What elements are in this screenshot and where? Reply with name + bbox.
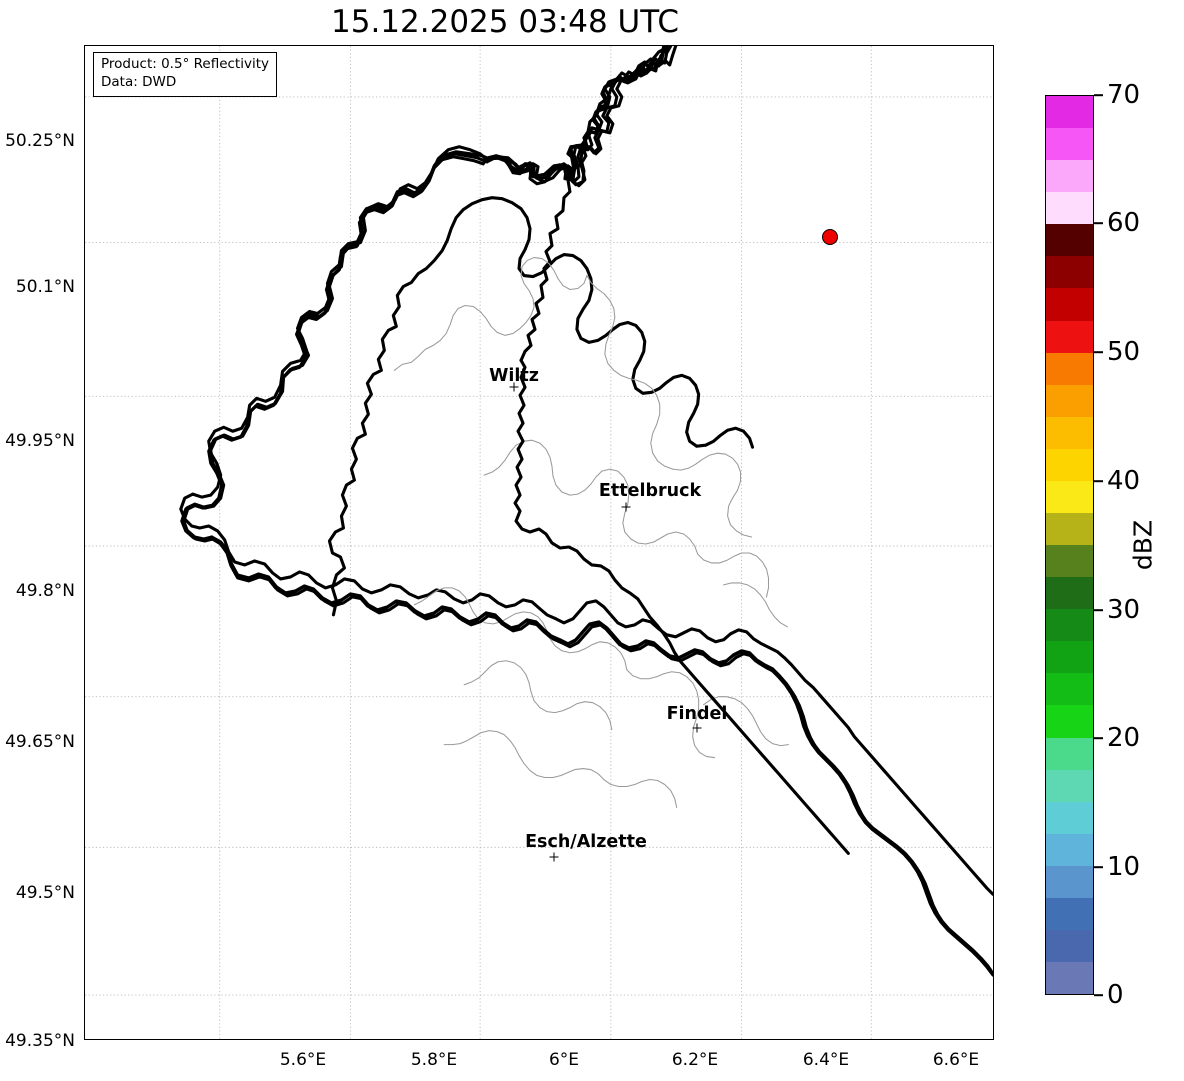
- radar-echo-0: [822, 229, 838, 245]
- colorbar-band-22: [1046, 801, 1093, 834]
- radar-map[interactable]: Product: 0.5° Reflectivity Data: DWD Wil…: [84, 45, 994, 1040]
- x-axis-tick-2: 6°E: [548, 1050, 580, 1070]
- colorbar-tick-label-7: 0: [1107, 980, 1124, 1010]
- colorbar-band-4: [1046, 224, 1093, 257]
- colorbar-tick-mark-3: [1094, 480, 1103, 482]
- city-label-wiltz: Wiltz: [489, 366, 539, 386]
- colorbar-band-8: [1046, 352, 1093, 385]
- colorbar-band-12: [1046, 480, 1093, 514]
- colorbar-tick-label-6: 10: [1107, 852, 1141, 882]
- colorbar-band-1: [1046, 128, 1093, 161]
- colorbar-band-6: [1046, 288, 1093, 321]
- luxembourg-polygon: [486, 46, 678, 187]
- colorbar-band-26: [1046, 930, 1093, 963]
- y-axis-tick-2: 49.95°N: [5, 431, 75, 451]
- map-true-geometry: [182, 46, 993, 976]
- colorbar-band-16: [1046, 609, 1093, 642]
- y-axis-tick-1: 50.1°N: [15, 277, 75, 297]
- city-marker-ettelbruck: [621, 502, 631, 512]
- colorbar-tick-mark-1: [1094, 222, 1103, 224]
- colorbar-band-17: [1046, 641, 1093, 674]
- city-marker-wiltz: [509, 382, 519, 392]
- colorbar-band-18: [1046, 673, 1093, 706]
- reflectivity-colorbar[interactable]: [1045, 95, 1094, 995]
- colorbar-band-13: [1046, 513, 1093, 546]
- admin-boundaries: [393, 257, 789, 808]
- colorbar-band-27: [1046, 962, 1093, 995]
- x-axis-tick-0: 5.6°E: [279, 1050, 327, 1070]
- y-axis-tick-4: 49.65°N: [5, 732, 75, 752]
- colorbar-band-7: [1046, 320, 1093, 353]
- info-data-line: Data: DWD: [101, 73, 177, 90]
- colorbar-band-21: [1046, 769, 1093, 802]
- x-axis-tick-5: 6.6°E: [932, 1050, 980, 1070]
- city-label-findel: Findel: [666, 704, 728, 724]
- page-title: 15.12.2025 03:48 UTC: [331, 4, 679, 40]
- german-border-se: [679, 651, 993, 976]
- colorbar-tick-mark-4: [1094, 609, 1103, 611]
- grid-horizontal: [85, 96, 993, 996]
- grid-vertical: [219, 46, 872, 1039]
- colorbar-tick-mark-0: [1094, 94, 1103, 96]
- colorbar-band-25: [1046, 897, 1093, 931]
- colorbar-band-23: [1046, 833, 1093, 866]
- colorbar-band-15: [1046, 577, 1093, 610]
- x-axis-tick-1: 5.8°E: [410, 1050, 458, 1070]
- y-axis-tick-6: 49.35°N: [5, 1031, 75, 1051]
- luxembourg-boundary-detail: [327, 196, 755, 617]
- colorbar-band-24: [1046, 865, 1093, 898]
- info-product-line: Product: 0.5° Reflectivity: [101, 56, 269, 72]
- colorbar-band-0: [1046, 96, 1093, 129]
- map-vector-layer: [85, 46, 993, 1039]
- lux-national-outline: [485, 46, 673, 188]
- colorbar-band-9: [1046, 384, 1093, 417]
- colorbar-band-11: [1046, 448, 1093, 481]
- colorbar-band-14: [1046, 545, 1093, 578]
- city-label-esch-alzette: Esch/Alzette: [525, 832, 647, 852]
- colorbar-tick-mark-2: [1094, 351, 1103, 353]
- map-canvas: [85, 46, 993, 1039]
- colorbar-band-19: [1046, 705, 1093, 738]
- y-axis-tick-5: 49.5°N: [15, 883, 75, 903]
- y-axis-tick-0: 50.25°N: [5, 131, 75, 151]
- colorbar-tick-mark-5: [1094, 737, 1103, 739]
- x-axis-tick-4: 6.4°E: [802, 1050, 850, 1070]
- colorbar-axis-title: dBZ: [1128, 519, 1158, 571]
- colorbar-tick-label-2: 50: [1107, 337, 1141, 367]
- colorbar-band-5: [1046, 256, 1093, 289]
- colorbar-band-3: [1046, 192, 1093, 225]
- colorbar-tick-mark-6: [1094, 866, 1103, 868]
- colorbar-tick-label-5: 20: [1107, 723, 1141, 753]
- colorbar-band-2: [1046, 160, 1093, 193]
- colorbar-tick-label-3: 40: [1107, 466, 1141, 496]
- colorbar-tick-label-1: 60: [1107, 208, 1141, 238]
- colorbar-tick-mark-7: [1094, 994, 1103, 996]
- x-axis-tick-3: 6.2°E: [671, 1050, 719, 1070]
- city-marker-findel: [692, 723, 702, 733]
- city-label-ettelbruck: Ettelbruck: [598, 481, 702, 501]
- colorbar-tick-label-4: 30: [1107, 595, 1141, 625]
- colorbar-band-10: [1046, 416, 1093, 449]
- info-box: Product: 0.5° Reflectivity Data: DWD: [93, 52, 277, 97]
- y-axis-tick-3: 49.8°N: [15, 581, 75, 601]
- outer-national-borders: [513, 358, 850, 855]
- colorbar-band-20: [1046, 737, 1093, 770]
- city-marker-esch-alzette: [549, 852, 559, 862]
- colorbar-tick-label-0: 70: [1107, 80, 1141, 110]
